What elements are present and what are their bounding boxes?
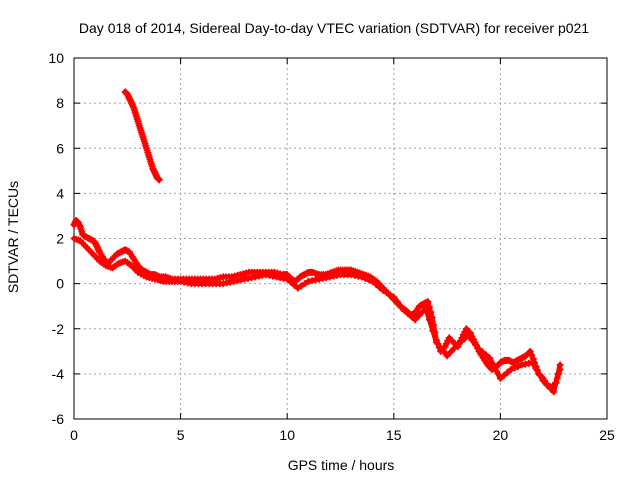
data-point-marker	[532, 365, 540, 373]
data-point-marker	[482, 351, 490, 359]
x-tick-label: 15	[386, 427, 402, 443]
x-tick-label: 10	[279, 427, 295, 443]
data-point-marker	[457, 338, 465, 346]
data-point-marker	[528, 359, 536, 367]
data-point-marker	[415, 312, 423, 320]
data-point-marker	[390, 293, 398, 301]
x-tick-label: 20	[493, 427, 509, 443]
data-point-marker	[526, 347, 534, 355]
data-point-marker	[440, 347, 448, 355]
data-point-marker	[418, 308, 426, 316]
data-point-marker	[365, 276, 373, 284]
data-point-marker	[283, 275, 291, 283]
data-point-marker	[546, 384, 554, 392]
data-point-marker	[552, 379, 560, 387]
plot-layer: 0 5 10 15 20 25 -6 -4 -2 0 2 4 6 8 10	[48, 50, 615, 443]
data-point-marker	[429, 327, 437, 335]
data-point-marker	[554, 370, 562, 378]
data-point-marker	[379, 286, 387, 294]
data-point-marker	[464, 332, 472, 340]
data-point-marker	[294, 284, 302, 292]
data-point-marker	[511, 364, 519, 372]
data-point-marker	[386, 291, 394, 299]
data-point-marker	[496, 374, 504, 382]
data-point-marker	[422, 304, 430, 312]
data-point-marker	[372, 280, 380, 288]
data-point-marker	[472, 341, 480, 349]
data-point-marker	[528, 351, 536, 359]
series-band	[71, 236, 563, 395]
data-point-marker	[454, 341, 462, 349]
data-point-marker	[504, 368, 512, 376]
data-point-marker	[368, 277, 376, 285]
data-point-marker	[411, 316, 419, 324]
y-tick-label: 0	[56, 276, 64, 292]
data-point-marker	[514, 362, 522, 370]
chart-title: Day 018 of 2014, Sidereal Day-to-day VTE…	[79, 20, 589, 36]
data-point-marker	[361, 274, 369, 282]
data-point-marker	[297, 282, 305, 290]
data-point-marker	[425, 316, 433, 324]
y-tick-label: -4	[52, 366, 65, 382]
y-tick-label: 4	[56, 185, 64, 201]
data-point-marker	[486, 354, 494, 362]
data-point-marker	[500, 371, 508, 379]
y-tick-label: -2	[52, 321, 65, 337]
x-axis-label: GPS time / hours	[288, 457, 395, 473]
data-point-marker	[450, 344, 458, 352]
data-point-marker	[556, 361, 564, 369]
y-tick-label: 6	[56, 140, 64, 156]
data-point-marker	[290, 281, 298, 289]
data-point-marker	[543, 380, 551, 388]
data-point-marker	[535, 371, 543, 379]
data-point-marker	[461, 335, 469, 343]
x-tick-label: 25	[599, 427, 615, 443]
y-tick-label: 2	[56, 231, 64, 247]
x-tick-label: 0	[70, 427, 78, 443]
data-point-marker	[539, 377, 547, 385]
data-point-marker	[287, 278, 295, 286]
data-point-marker	[376, 283, 384, 291]
data-point-marker	[301, 280, 309, 288]
y-axis-label: SDTVAR / TECUs	[5, 181, 21, 293]
data-point-marker	[358, 273, 366, 281]
data-point-marker	[550, 388, 558, 396]
data-point-marker	[507, 365, 515, 373]
data-point-marker	[383, 289, 391, 297]
data-point-marker	[493, 368, 501, 376]
x-tick-label: 5	[177, 427, 185, 443]
data-point-marker	[404, 310, 412, 318]
data-point-marker	[424, 298, 432, 306]
data-point-marker	[479, 348, 487, 356]
data-point-marker	[443, 352, 451, 360]
data-point-marker	[155, 176, 163, 184]
data-point-marker	[408, 313, 416, 321]
data-point-marker	[432, 338, 440, 346]
data-point-marker	[447, 348, 455, 356]
y-tick-label: 10	[48, 50, 64, 66]
data-point-marker	[436, 343, 444, 351]
data-point-marker	[489, 361, 497, 369]
data-point-marker	[397, 302, 405, 310]
data-point-marker	[393, 298, 401, 306]
data-point-marker	[475, 345, 483, 353]
data-point-marker	[468, 336, 476, 344]
y-tick-label: 8	[56, 95, 64, 111]
y-tick-label: -6	[52, 411, 65, 427]
data-point-marker	[400, 307, 408, 315]
